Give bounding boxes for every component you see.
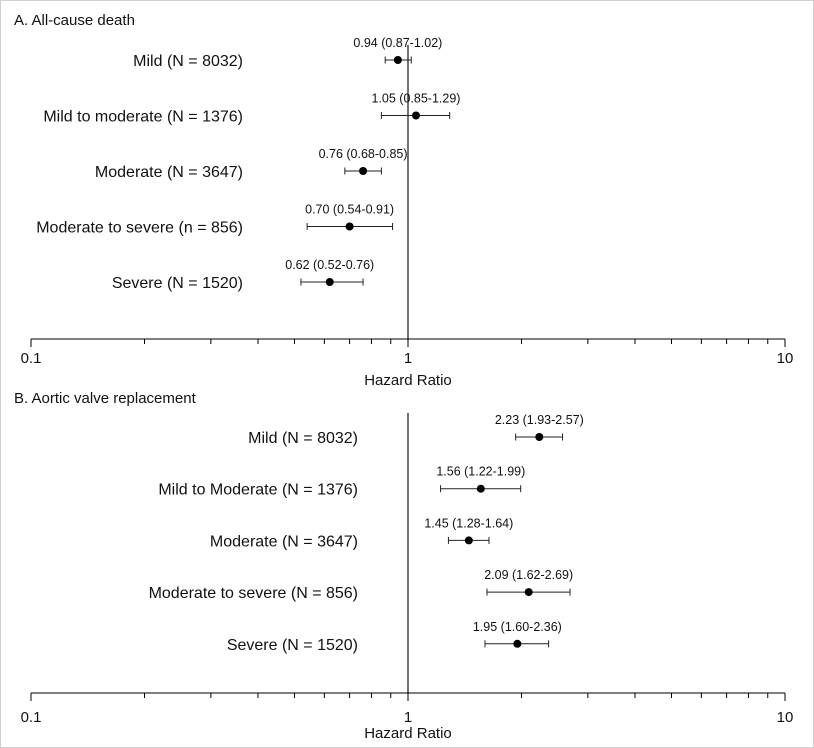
panel-b-estimate-label: 2.23 (1.93-2.57) xyxy=(495,413,584,427)
panel-b-point-estimate xyxy=(524,588,533,597)
panel-b-estimate-label: 1.95 (1.60-2.36) xyxy=(473,620,562,634)
panel-a-row-label: Moderate (N = 3647) xyxy=(95,164,243,181)
panel-a-estimate-label: 0.70 (0.54-0.91) xyxy=(305,203,394,217)
panel-a-row-label: Severe (N = 1520) xyxy=(112,275,243,292)
panel-b: B. Aortic valve replacement 0.1 1 10 Mild (… xyxy=(14,390,793,742)
panel-b-point-estimate xyxy=(476,484,485,493)
panel-b-plot: 0.1 1 10 Mild (N = 8032) 2.23 (1.93-2.57) Mil… xyxy=(21,413,794,726)
panel-b-point-estimate xyxy=(535,433,544,441)
panel-b-estimate-label: 2.09 (1.62-2.69) xyxy=(484,568,573,582)
panel-b-tick-label: 10 xyxy=(777,709,794,726)
panel-b-point-estimate xyxy=(464,536,473,545)
panel-a-title: A. All-cause death xyxy=(14,12,135,29)
panel-b-tick-label: 0.1 xyxy=(21,709,42,726)
panel-a-row-label: Mild to moderate (N = 1376) xyxy=(43,109,243,126)
panel-a-estimate-label: 1.05 (0.85-1.29) xyxy=(372,92,461,106)
panel-b-row-label: Mild to Moderate (N = 1376) xyxy=(158,482,358,499)
panel-b-tick-label: 1 xyxy=(404,709,412,726)
panel-a-row-label: Moderate to severe (n = 856) xyxy=(36,220,243,237)
panel-b-title: B. Aortic valve replacement xyxy=(14,390,197,407)
panel-a-x-axis-title: Hazard Ratio xyxy=(364,372,452,389)
panel-a-row-label: Mild (N = 8032) xyxy=(133,53,243,70)
panel-b-point-estimate xyxy=(513,639,522,648)
panel-b-estimate-label: 1.45 (1.28-1.64) xyxy=(424,516,513,530)
panel-b-row-label: Mild (N = 8032) xyxy=(248,430,358,447)
panel-a-plot: 0.1 1 10 Mild (N = 8032) 0.94 (0.87-1.02) Mil… xyxy=(21,36,794,367)
panel-a-tick-label: 1 xyxy=(404,350,412,367)
panel-a-tick-label: 0.1 xyxy=(21,350,42,367)
panel-a: A. All-cause death 0.1 1 10 Mild (N = 8032)… xyxy=(14,12,793,389)
panel-a-point-estimate xyxy=(325,278,334,286)
panel-b-row-label: Severe (N = 1520) xyxy=(227,637,358,654)
panel-b-row-label: Moderate to severe (N = 856) xyxy=(149,585,358,602)
panel-a-estimate-label: 0.94 (0.87-1.02) xyxy=(353,36,442,50)
panel-a-point-estimate xyxy=(393,56,402,64)
panel-b-x-axis-title: Hazard Ratio xyxy=(364,725,452,742)
panel-a-point-estimate xyxy=(411,111,420,120)
panel-a-tick-label: 10 xyxy=(777,350,794,367)
panel-a-point-estimate xyxy=(345,222,354,231)
panel-b-row-label: Moderate (N = 3647) xyxy=(210,533,358,550)
panel-a-point-estimate xyxy=(359,167,368,175)
panel-b-estimate-label: 1.56 (1.22-1.99) xyxy=(436,465,525,479)
panel-a-estimate-label: 0.62 (0.52-0.76) xyxy=(285,258,374,272)
panel-a-estimate-label: 0.76 (0.68-0.85) xyxy=(319,147,408,161)
